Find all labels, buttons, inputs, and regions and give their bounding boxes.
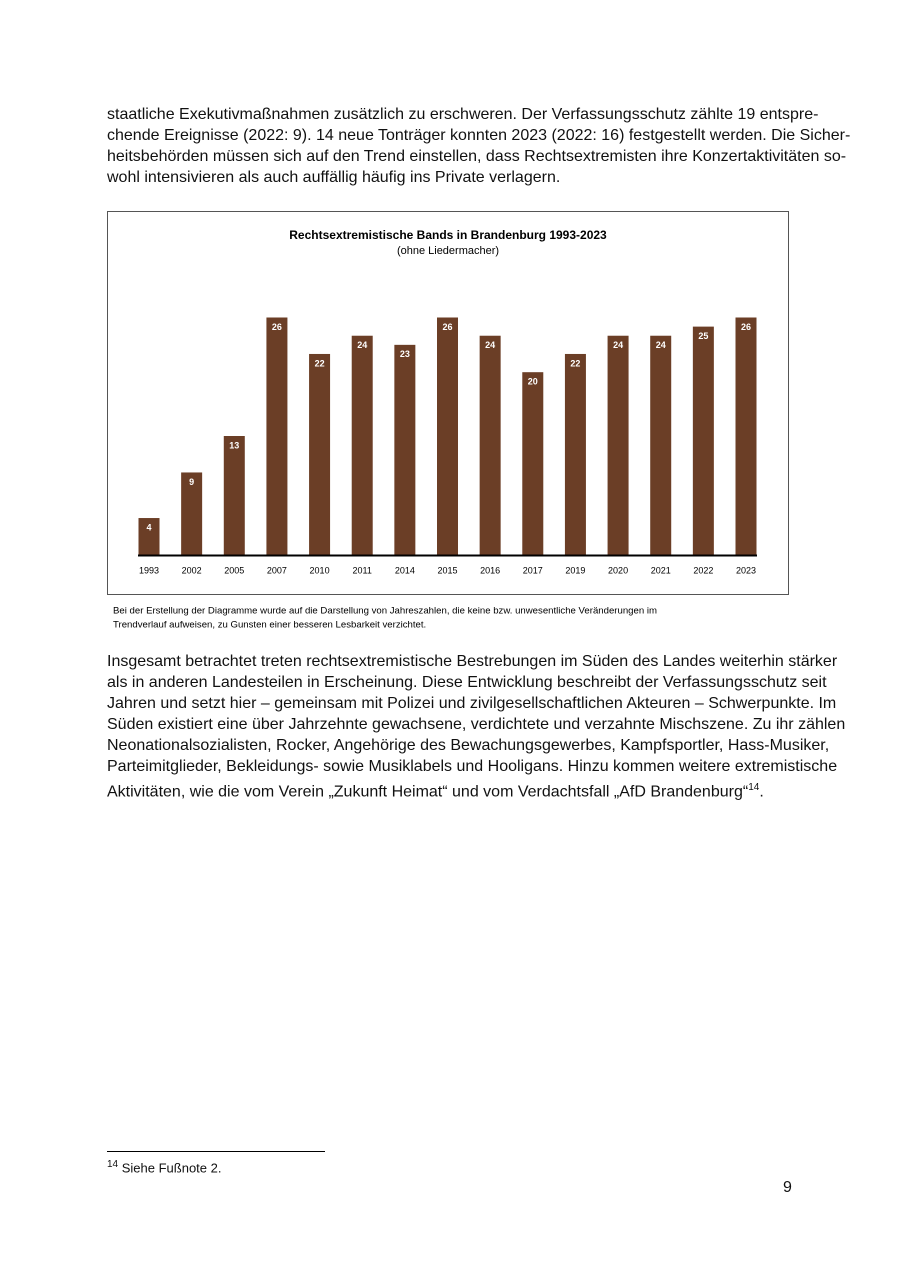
x-tick-label: 2014 [395, 565, 415, 575]
bar [522, 372, 544, 555]
bar [735, 317, 757, 555]
x-tick-label: 2020 [608, 565, 628, 575]
x-tick-label: 2010 [310, 565, 330, 575]
value-label: 22 [315, 358, 325, 368]
value-label: 20 [528, 377, 538, 387]
text: Aktivitäten, wie die vom Verein „Zukunft… [107, 783, 749, 801]
caption: Trendverlauf aufweisen, zu Gunsten einer… [113, 620, 426, 631]
text-line: heitsbehörden müssen sich auf den Trend … [107, 148, 847, 165]
paragraph: Insgesamt betrachtet treten rechtsextrem… [107, 651, 846, 802]
value-label: 24 [656, 340, 666, 350]
bar [479, 335, 501, 555]
value-label: 4 [146, 522, 151, 532]
value-label: 24 [357, 340, 367, 350]
x-tick-label: 2019 [565, 565, 585, 575]
chart-frame [107, 211, 789, 595]
chart-subtitle: (ohne Liedermacher) [397, 245, 499, 257]
text-line: Jahren und setzt hier – gemeinsam mit Po… [107, 695, 837, 712]
text-line: Neonationalsozialisten, Rocker, Angehöri… [107, 737, 830, 754]
value-label: 26 [741, 322, 751, 332]
text-line: Aktivitäten, wie die vom Verein „Zukunft… [107, 777, 793, 802]
x-tick-label: 2016 [480, 565, 500, 575]
caption: Bei der Erstellung der Diagramme wurde a… [113, 606, 657, 617]
value-label: 24 [485, 340, 495, 350]
x-tick-label: 2021 [651, 565, 671, 575]
value-label: 9 [189, 477, 194, 487]
paragraph: staatliche Exekutivmaßnahmen zusätzlich … [107, 104, 851, 188]
x-tick-label: 2007 [267, 565, 287, 575]
bar [138, 518, 160, 555]
bar [437, 317, 458, 555]
value-label: 22 [570, 358, 580, 368]
bar [394, 344, 416, 555]
x-tick-label: 2017 [523, 565, 543, 575]
chart-title: Rechtsextremistische Bands in Brandenbur… [289, 228, 607, 242]
x-tick-label: 2022 [693, 565, 713, 575]
value-label: 24 [613, 340, 623, 350]
value-label: 26 [442, 322, 452, 332]
x-tick-label: 2011 [353, 565, 372, 575]
x-tick-label: 1993 [139, 565, 159, 575]
value-label: 25 [698, 331, 708, 341]
chart: Rechtsextremistische Bands in Brandenbur… [107, 211, 789, 631]
footnote-ref: 14 [748, 782, 760, 793]
text-line: chende Ereignisse (2022: 9). 14 neue Ton… [107, 127, 851, 144]
x-tick-label: 2002 [182, 565, 202, 575]
x-tick-label: 2023 [736, 565, 756, 575]
text: . [759, 783, 764, 801]
footnote-number: 14 [107, 1159, 119, 1170]
text-line: als in anderen Landesteilen in Erscheinu… [107, 674, 827, 691]
text-line: wohl intensivieren als auch auffällig hä… [107, 169, 561, 186]
bar [309, 353, 331, 555]
text-line: Insgesamt betrachtet treten rechtsextrem… [107, 653, 838, 670]
value-label: 23 [400, 349, 410, 359]
page-number: 9 [783, 1179, 792, 1196]
text-line: Süden existiert eine über Jahrzehnte gew… [107, 716, 846, 733]
value-label: 13 [229, 440, 239, 450]
bar [650, 335, 672, 555]
value-label: 26 [272, 322, 282, 332]
text-line: staatliche Exekutivmaßnahmen zusätzlich … [107, 106, 819, 123]
x-tick-label: 2005 [224, 565, 244, 575]
bar [223, 436, 245, 555]
bar [181, 472, 203, 555]
footnote-rule [107, 1151, 325, 1152]
bar [564, 353, 586, 555]
footnote: 14 Siehe Fußnote 2. [107, 1159, 221, 1175]
bar [692, 326, 714, 555]
bar [607, 335, 629, 555]
footnote-text: Siehe Fußnote 2. [121, 1160, 222, 1176]
bar [266, 317, 288, 555]
bar [351, 335, 373, 555]
x-tick-label: 2015 [437, 565, 457, 575]
text-line: Parteimitglieder, Bekleidungs- sowie Mus… [107, 758, 838, 775]
